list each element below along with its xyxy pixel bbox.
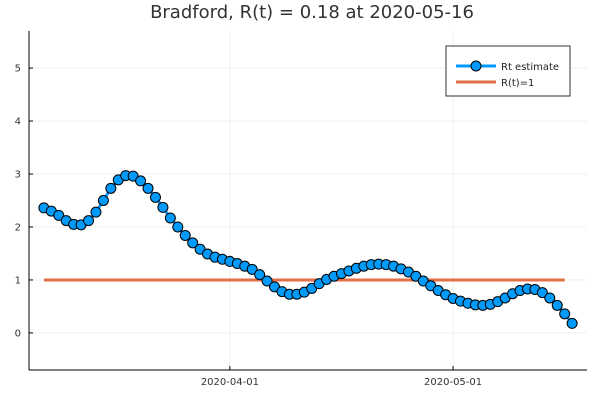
axes: 0 1 2 3 4 5 2020-04-01 2020-05-01 [15,31,587,388]
x-tick-label-0: 2020-04-01 [201,377,259,388]
y-tick-label-4: 4 [15,117,21,128]
chart-title: Bradford, R(t) = 0.18 at 2020-05-16 [150,2,474,23]
data-point-17 [164,212,176,224]
legend-label-rt-one: R(t)=1 [501,78,534,89]
legend: Rt estimate R(t)=1 [445,45,571,97]
data-point-6 [83,215,95,227]
y-tick-label-5: 5 [15,64,21,75]
legend-label-rt-estimate: Rt estimate [501,62,559,73]
data-point-7 [90,206,102,218]
data-point-14 [142,182,154,194]
data-point-2 [53,209,65,221]
data-point-68 [544,292,556,304]
data-point-30 [261,275,273,287]
y-tick-label-1: 1 [15,275,21,286]
data-point-69 [551,299,563,311]
series [38,170,578,329]
y-tick-label-0: 0 [15,328,21,339]
data-point-28 [246,263,258,275]
legend-marker-rt-estimate [470,60,482,72]
data-point-8 [97,195,109,206]
data-point-71 [566,317,578,329]
y-tick-label-2: 2 [15,222,21,233]
data-point-19 [179,229,191,241]
data-point-29 [254,269,266,281]
y-tick-label-3: 3 [15,170,21,181]
data-point-16 [157,201,169,213]
data-point-20 [187,237,199,249]
data-point-15 [149,191,161,203]
data-point-18 [172,221,184,233]
data-point-70 [559,308,571,320]
data-point-67 [536,287,548,299]
data-point-9 [105,182,117,194]
legend-box [445,45,571,97]
x-tick-label-1: 2020-05-01 [424,377,482,388]
data-point-13 [135,175,147,187]
